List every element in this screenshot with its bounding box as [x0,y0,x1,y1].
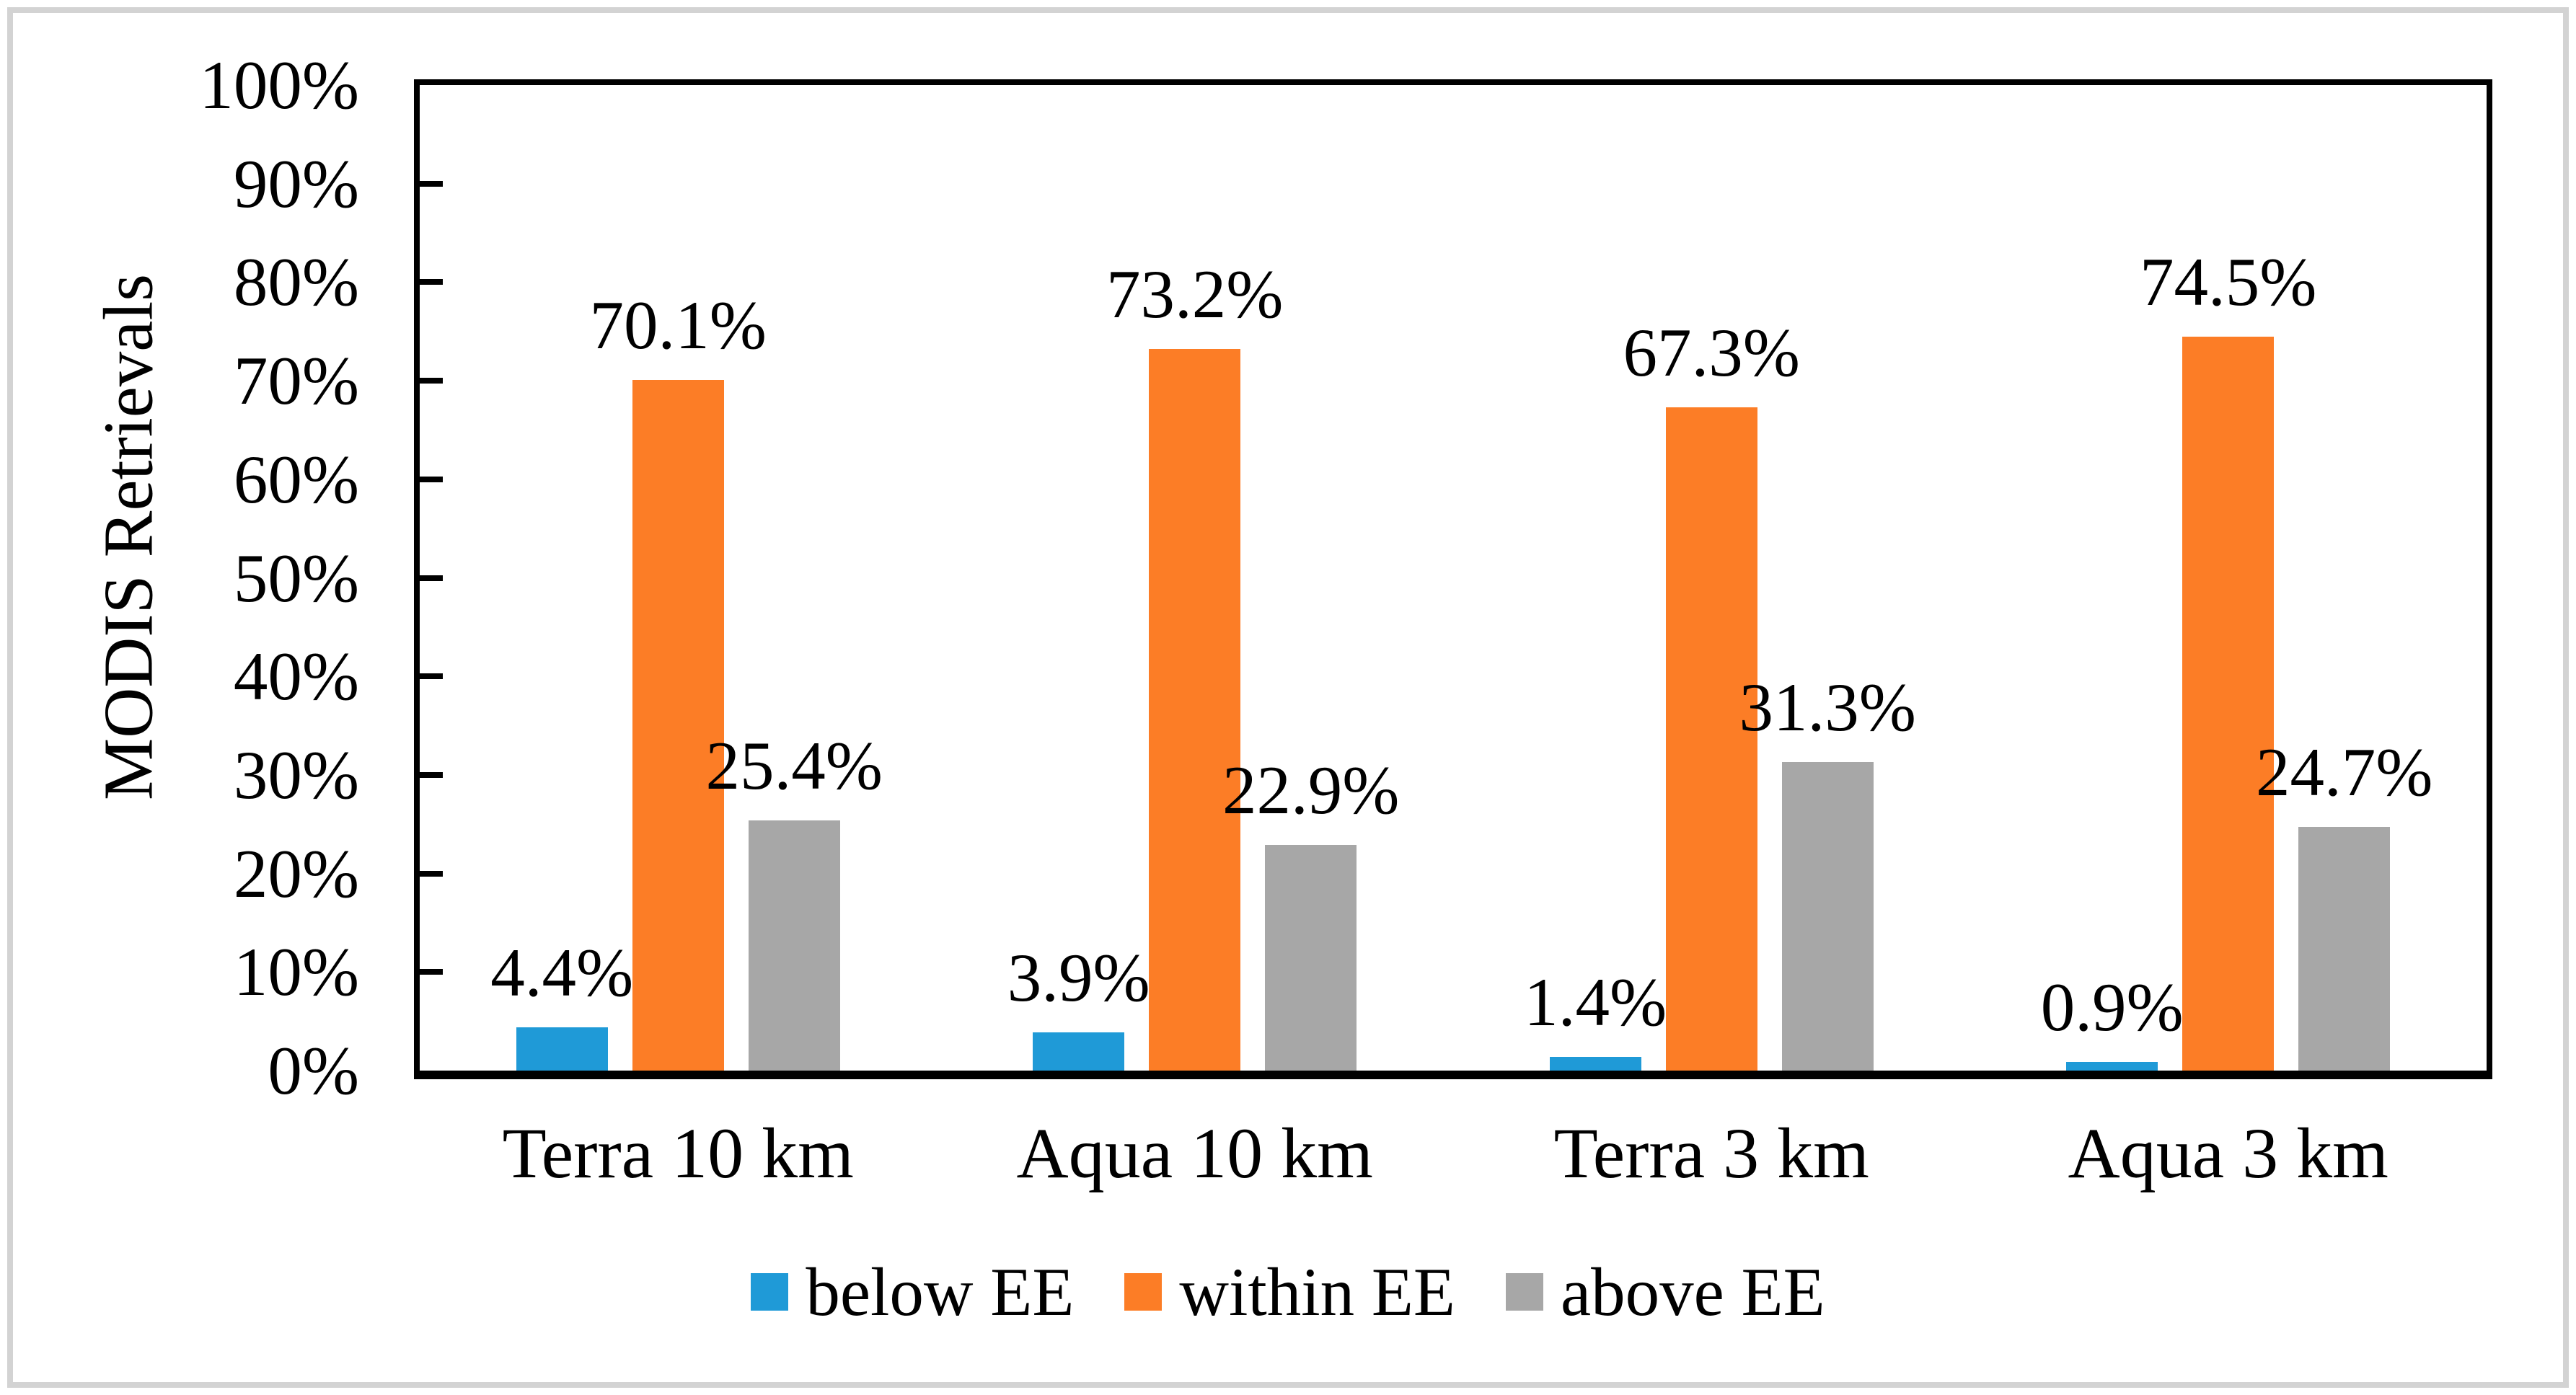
y-axis-tick [420,575,443,581]
legend-item-within-ee: within EE [1124,1256,1455,1328]
data-label: 31.3% [1739,669,1916,746]
bar-below-ee: 3.9% [1007,942,1150,1071]
bar-within-ee: 70.1% [590,289,767,1071]
x-category-label: Aqua 3 km [2068,1113,2388,1193]
legend-label: above EE [1560,1254,1825,1330]
bar-within-ee: 67.3% [1623,316,1800,1071]
bar-above-ee: 24.7% [2256,736,2432,1071]
data-label: 4.4% [490,934,634,1011]
bar-group-terra-10-km: 4.4% 70.1% 25.4% [420,85,937,1071]
x-category-label: Terra 3 km [1553,1113,1869,1193]
y-axis-tick [420,771,443,778]
data-label: 3.9% [1007,939,1150,1016]
bar-below-ee: 4.4% [490,936,633,1071]
bar-group-terra-3-km: 1.4% 67.3% 31.3% [1453,85,1970,1071]
legend-swatch-icon [1505,1273,1543,1311]
data-label: 70.1% [589,286,767,363]
data-label: 1.4% [1524,963,1667,1040]
y-tick-label: 70% [233,342,359,420]
data-label: 22.9% [1222,751,1400,828]
legend-item-below-ee: below EE [751,1256,1074,1328]
bar-group-aqua-3-km: 0.9% 74.5% 24.7% [1970,85,2487,1071]
data-label: 73.2% [1106,256,1284,333]
data-label: 0.9% [2040,968,2184,1045]
y-tick-label: 10% [233,934,359,1011]
y-axis-tick [420,476,443,482]
x-axis-category-labels: Terra 10 km Aqua 10 km Terra 3 km Aqua 3 km [420,1110,2487,1204]
y-axis-tick [420,870,443,877]
y-tick-label: 30% [233,736,359,813]
bar-within-ee: 73.2% [1106,258,1283,1071]
y-axis-tick [420,969,443,975]
data-label: 74.5% [2140,243,2317,320]
legend-label: within EE [1179,1254,1455,1330]
y-axis-tick [420,279,443,285]
y-tick-label: 60% [233,440,359,518]
y-axis-tick [420,378,443,384]
bar-below-ee: 1.4% [1524,966,1667,1071]
data-label: 25.4% [705,727,883,804]
legend-swatch-icon [1124,1273,1163,1311]
y-tick-label: 20% [233,835,359,912]
bar-above-ee: 25.4% [706,730,883,1071]
x-category-label: Aqua 10 km [1016,1113,1373,1193]
y-tick-label: 40% [233,638,359,715]
data-label: 24.7% [2256,734,2433,811]
legend: below EE within EE above EE [0,1256,2576,1328]
legend-swatch-icon [751,1273,789,1311]
y-tick-label: 0% [268,1032,359,1109]
bar-within-ee: 74.5% [2140,246,2316,1071]
y-axis-tick [420,673,443,680]
y-tick-label: 90% [233,145,359,222]
data-label: 67.3% [1623,314,1800,391]
y-tick-label: 80% [233,244,359,321]
legend-label: below EE [806,1254,1075,1330]
plot-area: 4.4% 70.1% 25.4% 3.9% 73.2% 22.9% 1.4% 67.3% 31.… [414,79,2492,1079]
legend-item-above-ee: above EE [1505,1254,1825,1330]
bar-above-ee: 22.9% [1222,754,1399,1071]
bar-above-ee: 31.3% [1739,671,1916,1071]
y-tick-label: 50% [233,539,359,616]
x-category-label: Terra 10 km [502,1113,854,1193]
bar-below-ee: 0.9% [2041,971,2184,1071]
y-tick-label: 100% [199,47,359,123]
y-axis-tick [420,180,443,187]
bar-group-aqua-10-km: 3.9% 73.2% 22.9% [937,85,1454,1071]
